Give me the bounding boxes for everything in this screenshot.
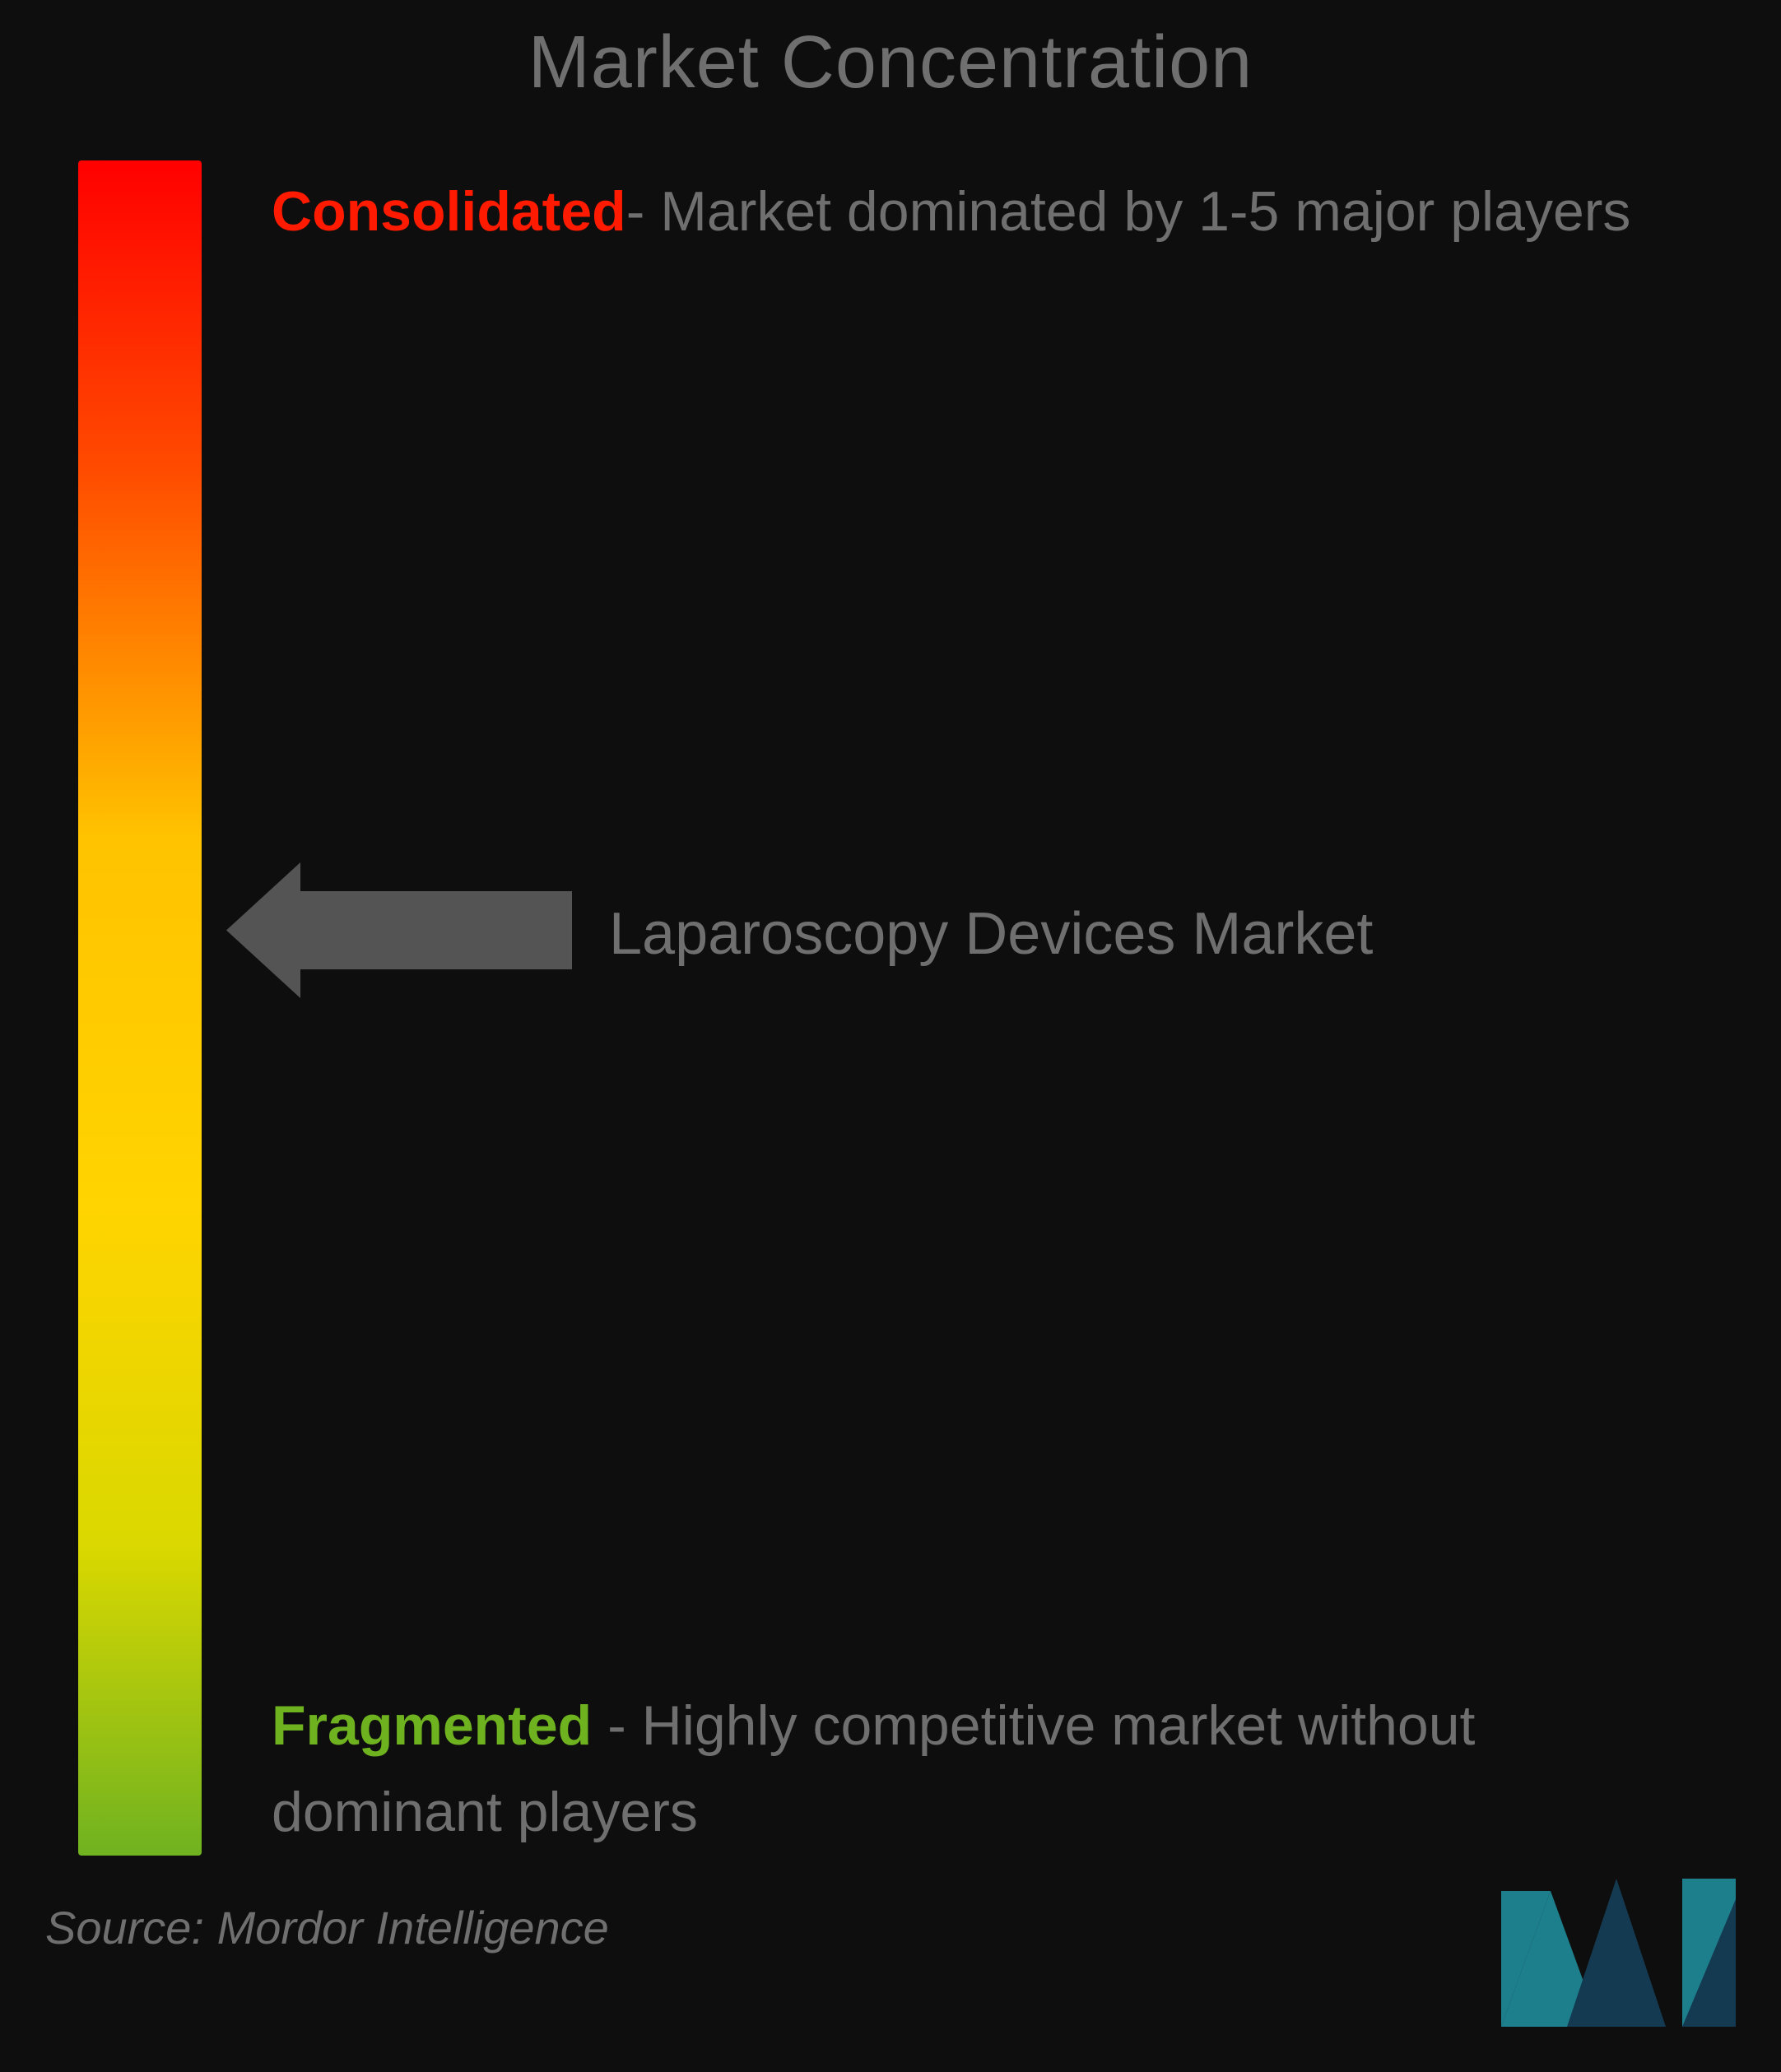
source-attribution: Source: Mordor Intelligence [45, 1893, 609, 1964]
source-prefix: Source: [45, 1902, 217, 1954]
source-text: Mordor Intelligence [217, 1902, 609, 1954]
consolidated-label: Consolidated- Market dominated by 1-5 ma… [272, 169, 1671, 255]
concentration-gradient-bar [78, 160, 202, 1856]
marker-arrow-icon [226, 862, 572, 998]
consolidated-highlight: Consolidated [272, 180, 626, 243]
consolidated-rest: - Market dominated by 1-5 major players [626, 180, 1631, 243]
infographic-canvas: Market Concentration Consolidated- Marke… [0, 0, 1781, 2072]
mordor-logo-icon [1489, 1858, 1736, 2027]
fragmented-label: Fragmented - Highly competitive market w… [272, 1683, 1671, 1856]
market-name-label: Laparoscopy Devices Market [609, 889, 1373, 981]
fragmented-highlight: Fragmented [272, 1694, 592, 1757]
chart-title: Market Concentration [0, 21, 1781, 105]
